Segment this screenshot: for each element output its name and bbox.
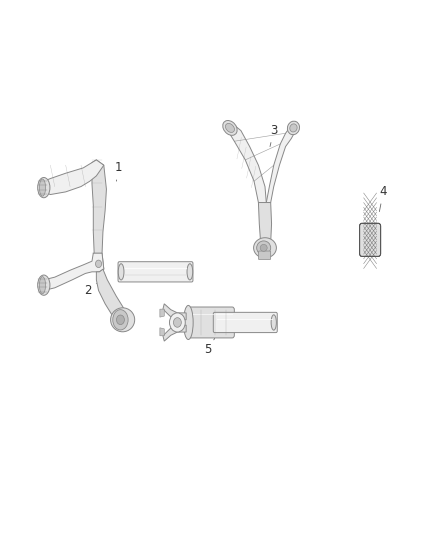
FancyBboxPatch shape (258, 251, 271, 260)
Polygon shape (44, 253, 104, 290)
Polygon shape (160, 309, 164, 317)
Ellipse shape (260, 245, 267, 252)
Ellipse shape (39, 277, 46, 294)
Ellipse shape (254, 238, 276, 258)
Ellipse shape (38, 177, 50, 198)
FancyBboxPatch shape (118, 262, 193, 282)
Circle shape (170, 313, 185, 332)
Ellipse shape (223, 120, 237, 135)
Polygon shape (44, 160, 104, 195)
Ellipse shape (117, 315, 124, 325)
Ellipse shape (187, 264, 193, 280)
Ellipse shape (271, 315, 276, 330)
FancyBboxPatch shape (360, 223, 381, 256)
Ellipse shape (38, 275, 50, 295)
Ellipse shape (257, 241, 271, 255)
Ellipse shape (287, 121, 300, 135)
Circle shape (173, 318, 181, 327)
Polygon shape (92, 160, 106, 272)
Ellipse shape (113, 310, 128, 330)
Ellipse shape (226, 123, 234, 133)
Text: 1: 1 (114, 161, 122, 181)
Text: 5: 5 (205, 338, 215, 356)
Text: 3: 3 (270, 124, 277, 147)
Ellipse shape (110, 308, 135, 332)
Ellipse shape (184, 305, 193, 340)
Circle shape (95, 260, 102, 268)
Polygon shape (228, 125, 266, 203)
Polygon shape (163, 325, 186, 341)
Polygon shape (163, 304, 186, 320)
Ellipse shape (290, 124, 297, 132)
FancyBboxPatch shape (213, 312, 277, 333)
FancyBboxPatch shape (186, 307, 234, 338)
Polygon shape (160, 328, 164, 336)
Text: 2: 2 (84, 284, 96, 297)
Ellipse shape (39, 179, 46, 196)
Polygon shape (96, 269, 127, 320)
Polygon shape (258, 203, 272, 245)
Text: 4: 4 (379, 185, 387, 212)
Polygon shape (266, 125, 296, 203)
Ellipse shape (118, 264, 124, 280)
